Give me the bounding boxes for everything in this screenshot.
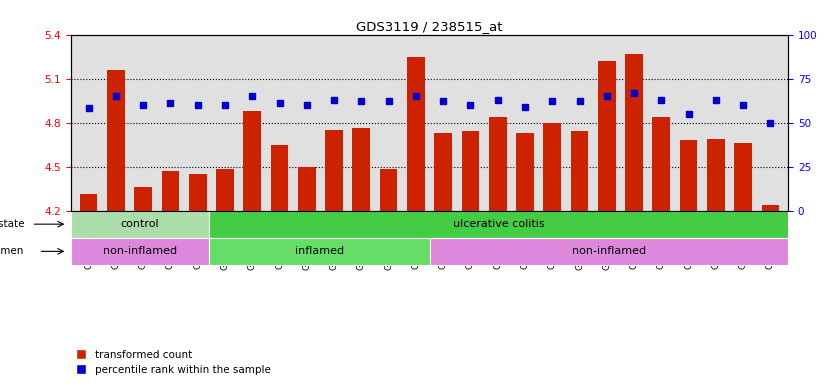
Bar — [71, 210, 208, 238]
Text: specimen: specimen — [0, 247, 24, 257]
Bar — [680, 140, 697, 210]
Bar — [430, 238, 788, 265]
Text: non-inflamed: non-inflamed — [572, 247, 646, 257]
Bar — [134, 187, 152, 210]
Bar — [407, 56, 425, 210]
Bar — [271, 144, 289, 210]
Bar — [707, 139, 725, 210]
Text: disease state: disease state — [0, 219, 24, 229]
Bar — [353, 128, 370, 210]
Text: control: control — [121, 219, 159, 229]
Legend: transformed count, percentile rank within the sample: transformed count, percentile rank withi… — [76, 350, 271, 375]
Bar — [435, 133, 452, 210]
Text: ulcerative colitis: ulcerative colitis — [453, 219, 545, 229]
Bar — [626, 54, 643, 210]
Bar — [761, 205, 779, 210]
Bar — [489, 117, 506, 210]
Bar — [379, 169, 398, 210]
Bar — [216, 169, 234, 210]
Text: non-inflamed: non-inflamed — [103, 247, 177, 257]
Bar — [461, 131, 480, 210]
Bar — [80, 194, 98, 210]
Text: inflamed: inflamed — [294, 247, 344, 257]
Bar — [544, 122, 561, 210]
Bar — [244, 111, 261, 210]
Bar — [598, 61, 615, 210]
Bar — [298, 167, 315, 210]
Bar — [325, 130, 343, 210]
Bar — [107, 70, 125, 210]
Bar — [570, 131, 588, 210]
Bar — [162, 171, 179, 210]
Bar — [71, 238, 208, 265]
Bar — [652, 117, 671, 210]
Bar — [516, 133, 534, 210]
Bar — [734, 143, 752, 210]
Bar — [208, 210, 788, 238]
Title: GDS3119 / 238515_at: GDS3119 / 238515_at — [356, 20, 503, 33]
Bar — [208, 238, 430, 265]
Bar — [188, 174, 207, 210]
